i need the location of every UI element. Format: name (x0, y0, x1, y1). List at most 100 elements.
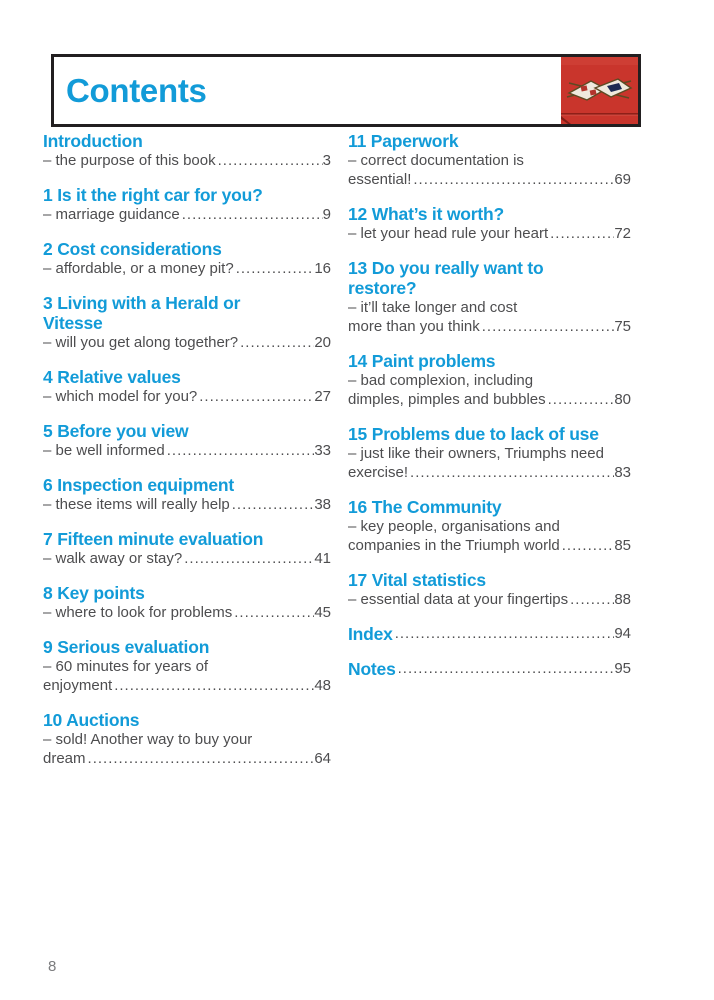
dot-leader-dots: ........................................… (235, 260, 315, 277)
dot-leader-dots: ........................................… (547, 391, 615, 408)
entry-page-number: 38 (314, 496, 331, 513)
toc-entry-row: – which model for you?..................… (43, 387, 331, 406)
toc-entry: 2 Cost considerations – affordable, or a … (43, 239, 331, 278)
dot-leader: ........................................… (398, 659, 615, 679)
dot-leader-dots: ........................................… (240, 334, 315, 351)
entry-title: Vitesse (43, 313, 103, 333)
folio-page-number: 8 (48, 958, 57, 975)
dot-leader: ........................................… (218, 151, 323, 170)
entry-title: 5 Before you view (43, 421, 189, 441)
dot-leader-dots: ........................................… (413, 171, 615, 188)
entry-title: Introduction (43, 131, 143, 151)
entry-subtitle: – key people, organisations and (348, 518, 560, 535)
entry-title: 11 Paperwork (348, 131, 459, 151)
toc-entry-row: Notes...................................… (348, 659, 631, 679)
entry-subtitle: – the purpose of this book (43, 152, 216, 169)
dot-leader: ........................................… (413, 170, 614, 189)
entry-page-number: 20 (314, 334, 331, 351)
entry-page-number: 9 (322, 206, 331, 223)
dot-leader: ........................................… (184, 549, 314, 568)
toc-entry: Introduction – the purpose of this book..… (43, 131, 331, 170)
toc-entry: 1 Is it the right car for you? – marriage… (43, 185, 331, 224)
entry-page-number: 85 (614, 537, 631, 554)
contents-header-box: Contents (51, 54, 641, 127)
toc-entry: 11 Paperwork – correct documentation is es… (348, 131, 631, 189)
entry-title: 1 Is it the right car for you? (43, 185, 263, 205)
toc-entry-row: essential!..............................… (348, 170, 631, 189)
dot-leader-dots: ........................................… (397, 660, 615, 677)
entry-title: 7 Fifteen minute evaluation (43, 529, 264, 549)
entry-subtitle: essential! (348, 171, 412, 188)
entry-page-number: 3 (322, 152, 331, 169)
entry-title: 12 What’s it worth? (348, 204, 504, 224)
dot-leader: ........................................… (395, 624, 615, 644)
entry-subtitle: dream (43, 750, 86, 767)
toc-column-left: Introduction – the purpose of this book..… (43, 131, 331, 783)
entry-subtitle: enjoyment (43, 677, 113, 694)
dot-leader-dots: ........................................… (481, 318, 615, 335)
entry-subtitle: – walk away or stay? (43, 550, 183, 567)
entry-title: restore? (348, 278, 417, 298)
dot-leader: ........................................… (182, 205, 323, 224)
dot-leader-dots: ........................................… (217, 152, 323, 169)
dot-leader: ........................................… (88, 749, 315, 768)
entry-title: 2 Cost considerations (43, 239, 222, 259)
toc-column-right: 11 Paperwork – correct documentation is es… (348, 131, 631, 783)
entry-subtitle: – sold! Another way to buy your (43, 731, 253, 748)
dot-leader-dots: ........................................… (550, 225, 614, 242)
toc-entry: 13 Do you really want to restore? – it’ll … (348, 258, 631, 336)
entry-subtitle: – 60 minutes for years of (43, 658, 209, 675)
entry-page-number: 48 (314, 677, 331, 694)
toc-entry-row: – be well informed......................… (43, 441, 331, 460)
toc-entry: 5 Before you view – be well informed.....… (43, 421, 331, 460)
entry-subtitle: – essential data at your fingertips (348, 591, 569, 608)
toc-entry-row: exercise!...............................… (348, 463, 631, 482)
entry-subtitle: dimples, pimples and bubbles (348, 391, 546, 408)
toc-entry: 7 Fifteen minute evaluation – walk away o… (43, 529, 331, 568)
toc-entry-row: Index...................................… (348, 624, 631, 644)
toc-entry-row: dimples, pimples and bubbles............… (348, 390, 631, 409)
entry-page-number: 88 (614, 591, 631, 608)
entry-subtitle: – these items will really help (43, 496, 230, 513)
entry-subtitle: – let your head rule your heart (348, 225, 549, 242)
toc-entry-row: dream...................................… (43, 749, 331, 768)
entry-page-number: 27 (314, 388, 331, 405)
dot-leader: ........................................… (240, 333, 314, 352)
toc-entry-row: – marriage guidance.....................… (43, 205, 331, 224)
toc-entry: Index...................................… (348, 624, 631, 644)
dot-leader: ........................................… (199, 387, 314, 406)
entry-subtitle: – it’ll take longer and cost (348, 299, 518, 316)
entry-title: 4 Relative values (43, 367, 181, 387)
entry-title: 17 Vital statistics (348, 570, 486, 590)
dot-leader-dots: ........................................… (87, 750, 315, 767)
toc-entry-row: more than you think.....................… (348, 317, 631, 336)
entry-title: 3 Living with a Herald or (43, 293, 241, 313)
dot-leader: ........................................… (234, 603, 314, 622)
toc-entry-row: – where to look for problems............… (43, 603, 331, 622)
entry-page-number: 72 (614, 225, 631, 242)
entry-page-number: 69 (614, 171, 631, 188)
toc-entry: 8 Key points – where to look for problems… (43, 583, 331, 622)
dot-leader-dots: ........................................… (394, 625, 615, 642)
entry-title: 13 Do you really want to (348, 258, 544, 278)
entry-subtitle: – bad complexion, including (348, 372, 534, 389)
entry-subtitle: – affordable, or a money pit? (43, 260, 234, 277)
toc-entry-row: – the purpose of this book..............… (43, 151, 331, 170)
dot-leader: ........................................… (114, 676, 314, 695)
dot-leader-dots: ........................................… (561, 537, 615, 554)
triumph-badge-photo (561, 57, 638, 124)
dot-leader: ........................................… (232, 495, 315, 514)
entry-page-number: 16 (314, 260, 331, 277)
dot-leader-dots: ........................................… (166, 442, 315, 459)
toc-entry: 3 Living with a Herald or Vitesse – will y… (43, 293, 331, 352)
entry-subtitle: – correct documentation is (348, 152, 524, 169)
entry-page-number: 80 (614, 391, 631, 408)
toc-entry: Notes...................................… (348, 659, 631, 679)
dot-leader-dots: ........................................… (570, 591, 614, 608)
dot-leader-dots: ........................................… (114, 677, 314, 694)
dot-leader-dots: ........................................… (184, 550, 314, 567)
entry-page-number: 94 (614, 625, 631, 642)
toc-entry-row: – essential data at your fingertips.....… (348, 590, 631, 609)
entry-subtitle: – will you get along together? (43, 334, 239, 351)
